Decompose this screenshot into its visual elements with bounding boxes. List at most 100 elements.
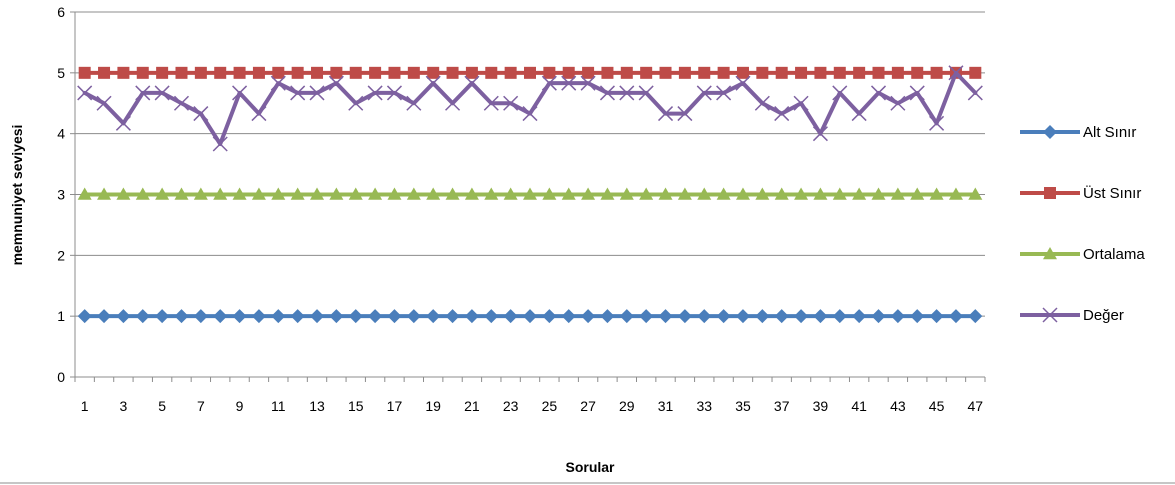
- series-3-point-6: [173, 95, 190, 111]
- x-tick-label-39: 39: [813, 398, 829, 414]
- series-3-point-44: [909, 85, 925, 101]
- series-3-point-15: [348, 95, 364, 111]
- x-tick-label-37: 37: [774, 398, 790, 414]
- series-2-point-28: [600, 187, 615, 200]
- x-tick-label-1: 1: [81, 398, 89, 414]
- series-3-point-45: [929, 115, 945, 131]
- x-tick-label-47: 47: [968, 398, 984, 414]
- series-2-point-25: [542, 187, 557, 200]
- series-2-point-47: [968, 187, 983, 200]
- series-0-point-36: [755, 309, 770, 324]
- series-2-point-42: [871, 187, 886, 200]
- series-3-point-34: [716, 85, 732, 101]
- series-2-point-26: [561, 187, 576, 200]
- x-tick-label-15: 15: [348, 398, 364, 414]
- series-group: [77, 65, 983, 324]
- series-0-point-33: [697, 309, 712, 324]
- legend-item-1: Üst Sınır: [1020, 184, 1141, 202]
- series-0-point-12: [290, 309, 305, 324]
- series-0-point-9: [232, 309, 247, 324]
- series-0-point-39: [813, 309, 828, 324]
- series-0-point-34: [716, 309, 731, 324]
- x-axis-ticks: 1 3 5 7 9 11 13 15 17 19 21 23 25 27 29 31 33 35 37 39 41 43 4…: [74, 377, 986, 414]
- series-0-point-41: [852, 309, 867, 324]
- series-0-point-23: [503, 309, 518, 324]
- series-2-point-14: [329, 187, 344, 200]
- series-0-point-18: [406, 309, 421, 324]
- x-tick-label-17: 17: [387, 398, 403, 414]
- series-0-point-47: [968, 309, 983, 324]
- series-2-point-32: [677, 187, 692, 200]
- series-1-point-36: [756, 66, 769, 79]
- series-3-point-27: [580, 75, 596, 91]
- series-3-point-24: [522, 106, 538, 122]
- series-0-point-35: [735, 309, 750, 324]
- series-3-point-32: [677, 106, 693, 122]
- series-1-point-24: [524, 66, 536, 79]
- x-tick-label-43: 43: [890, 398, 906, 414]
- series-3-point-29: [619, 85, 635, 101]
- series-1: [78, 66, 982, 79]
- series-2-point-10: [251, 187, 266, 200]
- legend-label-1: Üst Sınır: [1083, 184, 1141, 202]
- series-0-point-10: [251, 309, 266, 324]
- series-0-point-45: [929, 309, 944, 324]
- x-tick-label-3: 3: [120, 398, 128, 414]
- series-1-point-8: [214, 66, 227, 79]
- series-1-point-35: [736, 66, 749, 79]
- series-0-point-28: [600, 309, 615, 324]
- series-3-point-17: [386, 85, 402, 101]
- series-0-point-14: [329, 309, 344, 324]
- series-1-point-21: [465, 66, 478, 79]
- series-0-point-46: [948, 309, 963, 324]
- series-0-point-21: [464, 309, 479, 324]
- series-2-point-38: [794, 187, 809, 200]
- series-2-point-27: [581, 187, 596, 200]
- series-3-point-37: [774, 106, 790, 122]
- series-2-point-45: [929, 187, 944, 200]
- x-tick-label-27: 27: [580, 398, 596, 414]
- series-2-point-18: [406, 187, 421, 200]
- series-0-point-13: [310, 309, 325, 324]
- y-tick-label-3: 3: [57, 187, 65, 203]
- y-tick-label-1: 1: [57, 308, 65, 324]
- series-3-point-43: [890, 95, 906, 111]
- y-tick-label-2: 2: [57, 247, 65, 263]
- legend-swatch-marker-3: [1042, 307, 1058, 323]
- series-0-point-44: [910, 309, 925, 324]
- series-2-point-31: [658, 187, 673, 200]
- series-1-point-25: [543, 66, 556, 79]
- series-3-point-2: [96, 95, 112, 111]
- x-tick-label-31: 31: [658, 398, 674, 414]
- series-2-point-46: [948, 187, 963, 200]
- series-1-point-45: [930, 66, 943, 79]
- series-0-point-31: [658, 309, 673, 324]
- series-3-point-30: [638, 85, 654, 101]
- series-2-point-9: [232, 187, 247, 200]
- series-2-point-11: [271, 187, 286, 200]
- legend: Alt Sınır Üst Sınır Ortalama Değer: [1020, 124, 1145, 324]
- x-tick-label-23: 23: [503, 398, 519, 414]
- series-1-point-44: [911, 66, 924, 79]
- series-1-point-6: [175, 66, 188, 79]
- series-2-point-3: [116, 187, 131, 200]
- y-tick-label-5: 5: [57, 65, 65, 81]
- series-0-point-6: [174, 309, 189, 324]
- series-3-point-13: [309, 85, 325, 101]
- series-3-point-12: [290, 85, 306, 101]
- series-2-point-2: [97, 187, 112, 200]
- x-tick-label-5: 5: [158, 398, 166, 414]
- series-1-point-34: [717, 66, 730, 79]
- series-3-point-47: [967, 85, 983, 101]
- series-2-point-39: [813, 187, 828, 200]
- x-tick-label-29: 29: [619, 398, 635, 414]
- series-3-point-19: [425, 75, 441, 91]
- series-3-point-7: [193, 106, 209, 122]
- series-1-point-1: [78, 66, 91, 79]
- series-0-point-17: [387, 309, 402, 324]
- series-3-point-18: [406, 95, 422, 111]
- series-2-point-5: [155, 187, 170, 200]
- series-2-point-20: [445, 187, 460, 200]
- series-1-point-20: [446, 66, 459, 79]
